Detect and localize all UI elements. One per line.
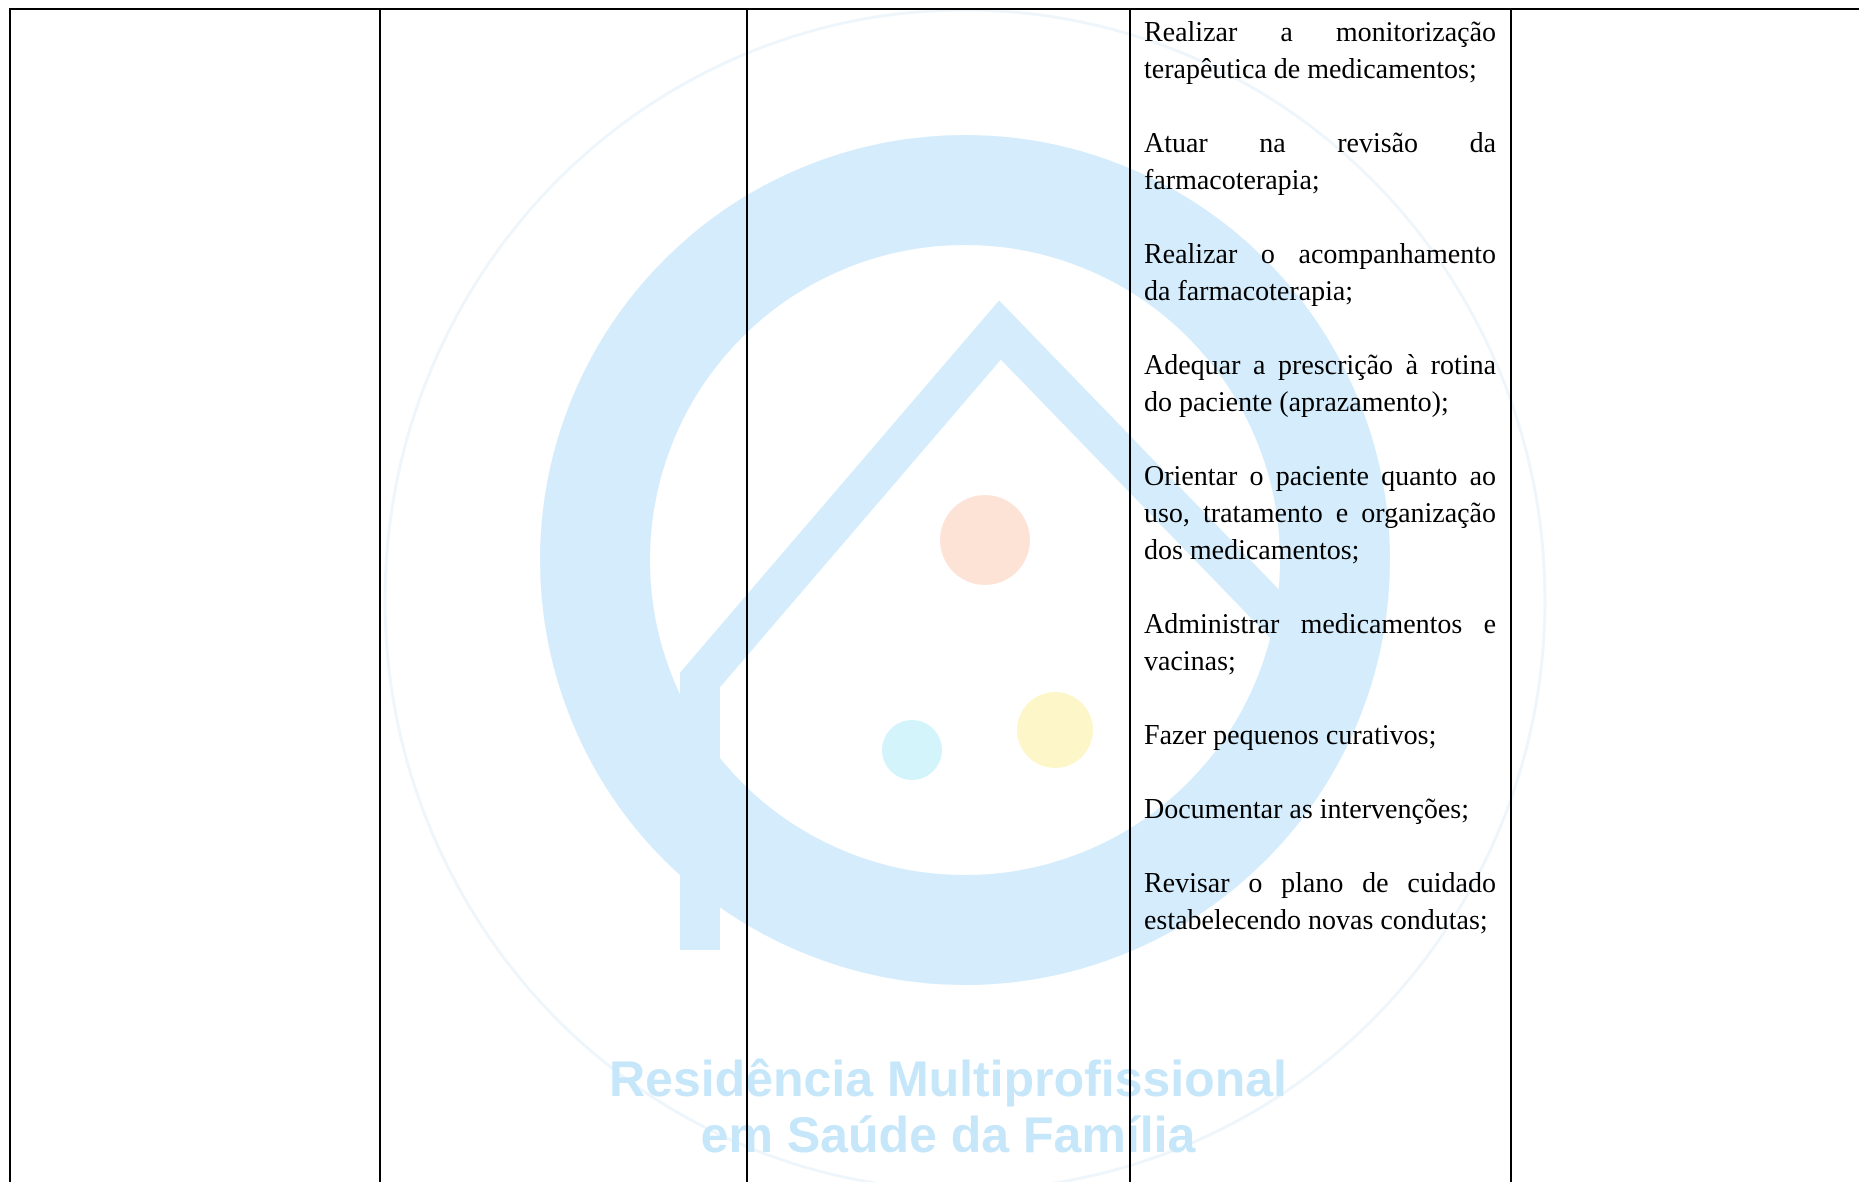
watermark-figure <box>1017 692 1093 768</box>
activity: Orientar o paciente quanto ao uso, trata… <box>1144 461 1496 566</box>
table-border <box>1510 8 1512 1182</box>
activity: Fazer pequenos curativos; <box>1144 720 1437 751</box>
activity: Realizar a monitorização terapêutica de … <box>1144 17 1496 85</box>
table-border <box>9 8 11 1182</box>
activity-list: Realizar a monitorização terapêutica de … <box>1144 14 1496 976</box>
watermark-line: em Saúde da Família <box>701 1107 1197 1163</box>
table-border <box>9 8 1859 10</box>
activity: Realizar o acompanhamento da farmacotera… <box>1144 239 1496 307</box>
activity: Adequar a prescrição à rotina do pacient… <box>1144 350 1496 418</box>
activity: Revisar o plano de cuidado estabelecendo… <box>1144 868 1496 936</box>
watermark-house <box>680 300 1315 950</box>
table-border <box>746 8 748 1182</box>
watermark-gear <box>540 135 1390 985</box>
table-border <box>1129 8 1131 1182</box>
activity: Documentar as intervenções; <box>1144 794 1469 825</box>
watermark-figure <box>882 720 942 780</box>
activity: Administrar medicamentos e vacinas; <box>1144 609 1496 677</box>
activity: Atuar na revisão da farmacoterapia; <box>1144 128 1496 196</box>
watermark-figure <box>940 495 1030 585</box>
watermark-line: Residência Multiprofissional <box>609 1051 1287 1107</box>
watermark-circle <box>383 8 1547 1182</box>
table-border <box>379 8 381 1182</box>
